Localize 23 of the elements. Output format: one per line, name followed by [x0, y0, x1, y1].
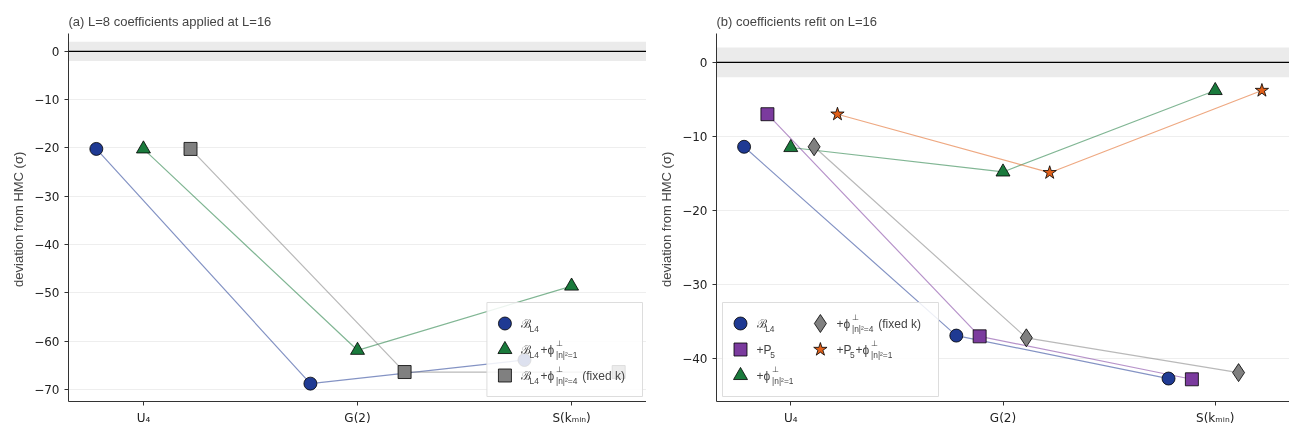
y-tick-label: −10 — [34, 93, 60, 108]
y-tick-label: −60 — [34, 334, 60, 349]
y-tick-label: −30 — [682, 278, 708, 293]
x-tick-label: G(2) — [344, 410, 371, 425]
y-axis-title: deviation from HMC (σ) — [659, 151, 675, 287]
y-tick-label: −40 — [34, 238, 60, 253]
y-axis-title: deviation from HMC (σ) — [11, 151, 27, 287]
y-tick-label: −20 — [34, 141, 60, 156]
x-tick-label: S(kₘᵢₙ) — [1196, 410, 1235, 425]
y-tick-label: −30 — [34, 189, 60, 204]
y-tick-label: −40 — [682, 352, 708, 367]
x-tick-label: U₄ — [783, 410, 798, 425]
y-tick-label: −20 — [682, 203, 708, 218]
x-tick-label: G(2) — [989, 410, 1017, 425]
y-tick-label: 0 — [51, 44, 60, 59]
x-tick-label: U₄ — [136, 410, 151, 425]
x-tick-label: S(kₘᵢₙ) — [552, 410, 591, 425]
y-tick-label: −10 — [682, 129, 708, 144]
chart-title: (a) L=8 coefficients applied at L=16 — [68, 13, 272, 29]
y-tick-label: −50 — [34, 286, 60, 301]
chart-title: (b) coefficients refit on L=16 — [716, 13, 878, 29]
y-tick-label: −70 — [34, 382, 60, 397]
y-tick-label: 0 — [699, 55, 708, 70]
